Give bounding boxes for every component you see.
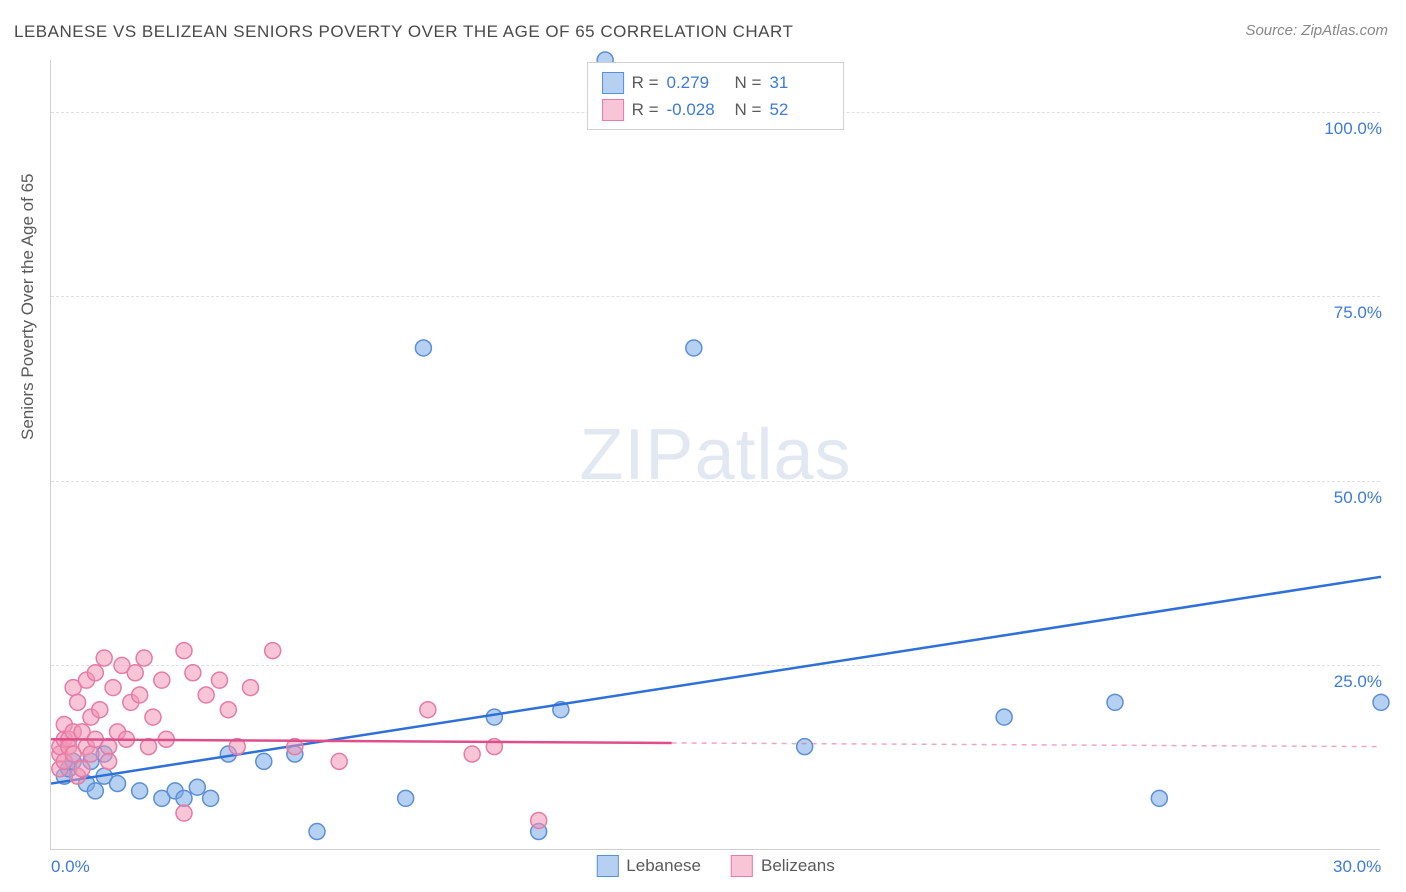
source-label: Source: ZipAtlas.com [1245,22,1388,39]
x-tick-label: 30.0% [1333,857,1381,877]
legend-r-value: -0.028 [667,96,727,123]
data-point [105,680,121,696]
legend-swatch [602,72,624,94]
data-point [256,753,272,769]
data-point [176,643,192,659]
data-point [309,824,325,840]
data-point [87,665,103,681]
data-point [686,340,702,356]
data-point [176,790,192,806]
legend-row: R = 0.279 N = 31 [602,69,830,96]
series-legend: Lebanese Belizeans [596,855,834,877]
data-point [110,776,126,792]
data-point [1107,694,1123,710]
data-point [101,753,117,769]
legend-r-label: R = [632,96,659,123]
data-point [243,680,259,696]
legend-n-label: N = [735,96,762,123]
legend-n-value: 31 [769,69,829,96]
x-tick-label: 0.0% [51,857,90,877]
data-point [176,805,192,821]
data-point [220,702,236,718]
data-point [83,746,99,762]
data-point [1373,694,1389,710]
legend-label: Belizeans [761,856,835,876]
data-point [265,643,281,659]
chart-title: LEBANESE VS BELIZEAN SENIORS POVERTY OVE… [14,22,793,42]
data-point [415,340,431,356]
data-point [531,812,547,828]
data-point [398,790,414,806]
legend-item: Belizeans [731,855,835,877]
data-point [74,761,90,777]
data-point [96,650,112,666]
data-point [203,790,219,806]
data-point [464,746,480,762]
legend-row: R = -0.028 N = 52 [602,96,830,123]
legend-r-value: 0.279 [667,69,727,96]
data-point [185,665,201,681]
legend-r-label: R = [632,69,659,96]
data-point [101,739,117,755]
data-point [87,783,103,799]
data-point [486,709,502,725]
legend-item: Lebanese [596,855,701,877]
data-point [154,672,170,688]
y-axis-label: Seniors Poverty Over the Age of 65 [18,174,38,440]
legend-swatch [602,99,624,121]
data-point [145,709,161,725]
data-point [1151,790,1167,806]
data-point [420,702,436,718]
data-point [211,672,227,688]
plot-area: ZIPatlas 25.0%50.0%75.0%100.0% R =0.279N… [50,60,1380,850]
regression-line-dashed [672,743,1381,747]
legend-swatch [596,855,618,877]
data-point [189,779,205,795]
data-point [127,665,143,681]
legend-label: Lebanese [626,856,701,876]
correlation-legend: R = 0.279 N = 31 R = -0.028 N = 52 [587,62,845,130]
data-point [996,709,1012,725]
data-point [331,753,347,769]
data-point [136,650,152,666]
data-point [797,739,813,755]
legend-n-label: N = [735,69,762,96]
data-point [198,687,214,703]
scatter-plot-svg [51,60,1380,849]
data-point [132,783,148,799]
data-point [92,702,108,718]
legend-swatch [731,855,753,877]
data-point [70,694,86,710]
data-point [132,687,148,703]
legend-n-value: 52 [769,96,829,123]
